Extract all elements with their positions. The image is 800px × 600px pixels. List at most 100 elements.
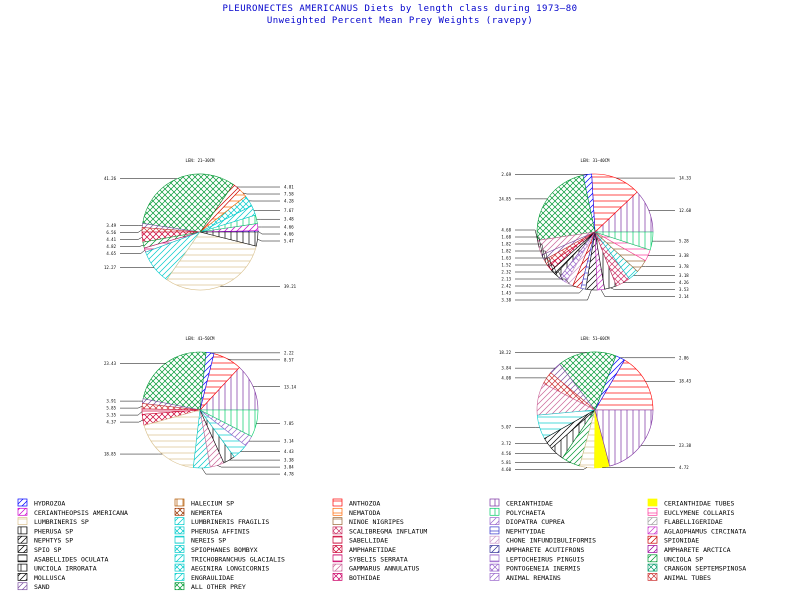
legend-label: AMPHARETE ARCTICA [664, 546, 731, 554]
leader-line [201, 467, 280, 475]
value-label: 23.43 [104, 361, 117, 366]
value-label: 7.85 [284, 421, 294, 426]
legend-swatch [17, 498, 28, 507]
legend-swatch [332, 545, 343, 553]
legend-swatch [647, 535, 658, 544]
leader-line [600, 289, 675, 297]
legend-item: NEPHTYS SP [17, 535, 73, 545]
value-label: 4.65 [106, 251, 116, 256]
legend-label: ALL OTHER PREY [191, 583, 246, 591]
value-label: 12.27 [104, 265, 117, 270]
legend-label: NEREIS SP [191, 537, 226, 545]
leader-line [120, 236, 143, 240]
value-label: 18.22 [499, 350, 512, 355]
legend-label: CRANGON SEPTEMSPINOSA [664, 565, 746, 573]
legend-label: PHERUSA SP [34, 527, 73, 535]
legend-swatch [647, 554, 658, 563]
legend-label: SAND [34, 583, 50, 591]
legend-label: NEMERTEA [191, 509, 222, 517]
legend-item: NEREIS SP [174, 535, 226, 545]
legend-swatch [489, 507, 500, 516]
legend-item: LEPTOCHEIRUS PINGUIS [489, 554, 584, 563]
legend-label: POLYCHAETA [506, 509, 545, 517]
legend-item: NEMERTEA [174, 507, 222, 517]
value-label: 12.68 [679, 208, 692, 213]
legend-swatch [489, 573, 500, 581]
leader-line [610, 287, 675, 290]
legend-label: SPIO SP [34, 546, 61, 554]
legend-swatch [174, 535, 185, 544]
value-label: 4.66 [284, 232, 294, 237]
pie-slice [594, 231, 654, 251]
legend-swatch [17, 526, 28, 535]
legend-item: AMPHARETE ACUTIFRONS [489, 545, 584, 554]
legend-swatch [489, 535, 500, 544]
legend-item: CRANGON SEPTEMSPINOSA [647, 563, 746, 573]
legend-label: TRICHOBRANCHUS GLACIALIS [191, 555, 285, 563]
value-label: 3.38 [501, 298, 511, 303]
value-label: 3.91 [106, 399, 116, 404]
legend-swatch [17, 554, 28, 563]
legend-swatch [174, 554, 185, 563]
legend-item: UNCIOLA IRRORATA [17, 563, 97, 573]
value-label: 1.43 [501, 291, 511, 296]
value-label: 4.26 [679, 280, 689, 285]
legend-swatch [174, 498, 185, 507]
chart-subtitle: Unweighted Percent Mean Prey Weights (ra… [266, 16, 534, 26]
leader-line [242, 192, 280, 195]
value-label: 4.08 [501, 375, 511, 380]
legend-label: CERIANTHIDAE [506, 500, 553, 508]
leader-line [120, 229, 143, 233]
legend-item: CERIANTHEOPSIS AMERICANA [17, 507, 128, 517]
pie-slice [199, 409, 259, 437]
legend-label: NEMATODA [349, 509, 380, 517]
legend-swatch [647, 526, 658, 535]
legend-swatch [332, 517, 343, 525]
pie-chart-4: LEN: 51—60CM 2.86 18.43 23.38 4.72 18.22 3.84 4… [499, 336, 692, 472]
legend-swatch [489, 554, 500, 563]
value-label: 3.35 [106, 413, 116, 418]
legend-item: LUMBRINERIS FRAGILIS [174, 517, 269, 526]
legend-label: NINOE NIGRIPES [349, 518, 404, 526]
value-label: 2.32 [501, 270, 511, 275]
legend-item: SPIONIDAE [647, 535, 699, 545]
leader-line [120, 411, 143, 416]
legend-swatch [332, 535, 343, 544]
value-label: 4.28 [284, 199, 294, 204]
pie-slice [143, 409, 201, 468]
pie-chart-3: LEN: 41—50CM 2.22 8.57 13.14 7.85 3.14 4.43 3.3… [104, 336, 297, 477]
legend-item: UNCIOLA SP [647, 554, 703, 563]
value-label: 1.82 [501, 249, 511, 254]
value-label: 5.28 [679, 239, 689, 244]
legend-item: SPIO SP [17, 545, 61, 554]
legend-swatch [332, 573, 343, 581]
legend-item: PHERUSA AFFINIS [174, 526, 250, 535]
legend-label: LUMBRINERIS FRAGILIS [191, 518, 269, 526]
value-label: 2.86 [679, 355, 689, 360]
legend-swatch [174, 507, 185, 516]
leader-line [120, 244, 144, 247]
legend-swatch [174, 573, 185, 581]
legend-label: SCALIBREGMA INFLATUM [349, 527, 427, 535]
leader-line [515, 289, 592, 301]
legend-swatch [647, 573, 658, 581]
value-label: 4.81 [284, 185, 294, 190]
legend-swatch [489, 517, 500, 525]
leader-line [515, 285, 577, 288]
legend-swatch [17, 507, 28, 516]
value-label: 1.63 [501, 256, 511, 261]
legend-item: NEMATODA [332, 507, 380, 517]
value-label: 5.07 [501, 425, 511, 430]
pie-slice [594, 359, 654, 411]
legend-swatch [332, 563, 343, 572]
legend-item: NINOE NIGRIPES [332, 517, 404, 526]
legend-swatch [489, 545, 500, 553]
leader-line [515, 278, 570, 285]
legend-label: GAMMARUS ANNULATUS [349, 565, 420, 573]
legend-swatch [647, 517, 658, 525]
value-label: 24.85 [499, 196, 512, 201]
pie-title: LEN: 51—60CM [581, 336, 610, 341]
legend-item: HALECIUM SP [174, 498, 234, 508]
leader-line [515, 467, 588, 470]
